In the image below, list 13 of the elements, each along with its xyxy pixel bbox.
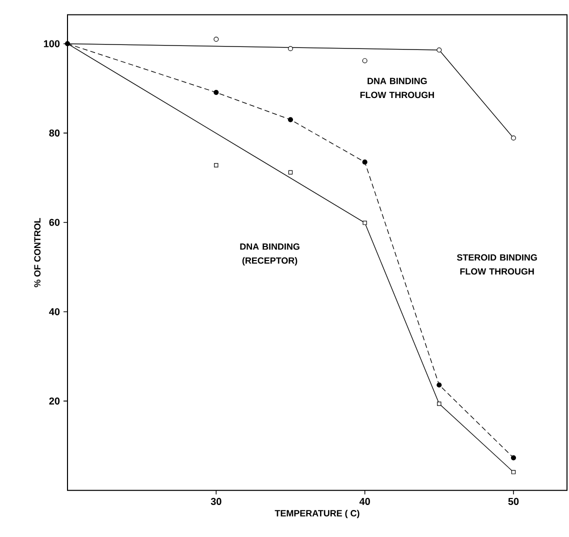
y-tick-label: 20: [49, 398, 60, 405]
annotation: DNA BINDING (RECEPTOR): [240, 243, 300, 266]
y-tick-label: 40: [49, 308, 60, 316]
x-tick-label: 50: [508, 498, 519, 505]
y-tick-label: 60: [49, 218, 60, 226]
annotation: STEROID BINDING FLOW THROUGH: [456, 254, 537, 275]
x-tick-label: 30: [210, 498, 222, 505]
x-tick-label: 40: [359, 498, 370, 505]
y-tick-label: 80: [49, 130, 60, 137]
y-tick-label: 100: [44, 40, 60, 48]
x-axis-title: TEMPERATURE ( C): [274, 510, 360, 518]
annotation: DNA BINDING FLOW THROUGH: [360, 78, 434, 98]
y-axis-title: % OF CONTROL: [34, 218, 41, 288]
